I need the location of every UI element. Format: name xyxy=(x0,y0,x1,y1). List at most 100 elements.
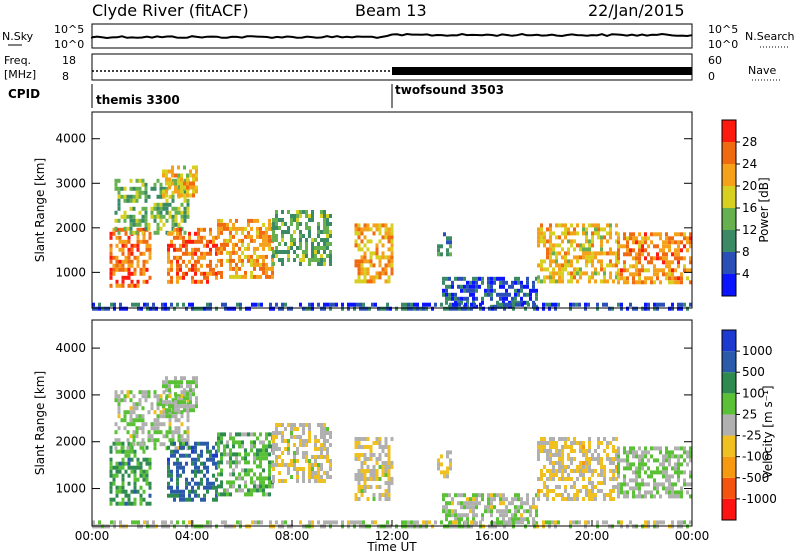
velocity-cell xyxy=(311,455,314,459)
velocity-cell xyxy=(573,493,576,497)
power-cell xyxy=(215,251,218,256)
velocity-cell xyxy=(387,457,391,461)
velocity-cell xyxy=(167,469,170,474)
velocity-cell xyxy=(514,513,517,518)
power-region xyxy=(109,227,152,288)
power-cell xyxy=(384,231,388,236)
power-cell xyxy=(582,247,585,252)
nsky-frame xyxy=(91,23,693,49)
velocity-cell xyxy=(113,520,116,525)
velocity-cell xyxy=(683,470,686,475)
velocity-cell xyxy=(162,390,166,395)
power-cell xyxy=(632,236,635,241)
power-cell xyxy=(665,236,668,241)
velocity-cell xyxy=(323,479,326,483)
freq-unit: [MHz] xyxy=(4,68,36,81)
velocity-cell xyxy=(145,469,149,474)
velocity-cell xyxy=(281,435,284,439)
power-cell xyxy=(572,302,575,307)
power-cell xyxy=(499,304,502,309)
power-cell xyxy=(378,275,382,280)
power-cell xyxy=(323,302,326,307)
power-cell xyxy=(381,243,385,248)
velocity-cell xyxy=(561,469,564,473)
power-cell xyxy=(632,306,635,311)
power-cell xyxy=(209,247,212,252)
velocity-cell xyxy=(549,445,552,449)
power-cell xyxy=(194,267,197,272)
velocity-cell xyxy=(281,431,284,435)
velocity-cell xyxy=(446,470,449,475)
velocity-cell xyxy=(164,520,167,525)
velocity-cell xyxy=(515,520,518,525)
power-cell xyxy=(647,268,650,273)
power-cell xyxy=(229,230,232,235)
power-cell xyxy=(177,206,181,211)
power-cell xyxy=(668,236,671,241)
velocity-cell xyxy=(497,520,500,525)
power-cell xyxy=(176,302,179,307)
velocity-cell xyxy=(167,481,170,486)
velocity-cell xyxy=(127,461,131,466)
power-cell xyxy=(623,252,626,257)
velocity-cell xyxy=(284,427,287,431)
power-cell xyxy=(120,194,124,199)
velocity-cell xyxy=(620,490,623,495)
power-cell xyxy=(546,275,549,280)
power-cell xyxy=(226,238,229,243)
power-cell xyxy=(410,306,413,311)
velocity-cell xyxy=(390,465,394,469)
velocity-cell xyxy=(357,445,361,449)
power-cell xyxy=(537,227,540,232)
power-cell xyxy=(168,214,172,219)
power-cell xyxy=(369,227,373,232)
power-cell xyxy=(384,255,388,260)
velocity-cell xyxy=(585,457,588,461)
velocity-cell xyxy=(239,520,242,525)
velocity-cell xyxy=(549,441,552,445)
power-cell xyxy=(265,254,268,259)
velocity-cell xyxy=(323,471,326,475)
power-cell xyxy=(127,275,131,280)
velocity-cell xyxy=(114,446,118,451)
velocity-cell xyxy=(591,481,594,485)
power-cell xyxy=(457,276,460,281)
velocity-cell xyxy=(609,489,612,493)
power-cell xyxy=(515,302,518,307)
power-cell xyxy=(514,296,517,301)
velocity-cell xyxy=(511,501,514,506)
velocity-cell xyxy=(232,444,235,449)
velocity-cell xyxy=(253,460,256,465)
velocity-cell xyxy=(115,465,119,470)
velocity-cell xyxy=(540,477,543,481)
power-cell xyxy=(390,227,394,232)
power-cell xyxy=(567,259,570,264)
x-tick-label: 00:00 xyxy=(675,529,710,543)
velocity-cell xyxy=(532,497,535,502)
velocity-cell xyxy=(449,458,452,463)
power-cell xyxy=(597,259,600,264)
velocity-cell xyxy=(478,501,481,506)
velocity-cell xyxy=(148,493,152,498)
velocity-cell xyxy=(253,440,256,445)
power-cell xyxy=(650,276,653,281)
power-cell xyxy=(641,306,644,311)
power-cell xyxy=(281,218,284,222)
power-cell xyxy=(683,268,686,273)
power-cell xyxy=(677,264,680,269)
velocity-cell xyxy=(472,505,475,510)
power-cell xyxy=(254,302,257,307)
power-cell xyxy=(535,296,538,301)
velocity-cell xyxy=(162,414,166,419)
velocity-cell xyxy=(229,452,232,457)
velocity-cell xyxy=(247,488,250,493)
power-cell xyxy=(229,254,232,259)
power-cell xyxy=(182,275,185,280)
velocity-cell xyxy=(567,477,570,481)
velocity-cell xyxy=(244,452,247,457)
velocity-cell xyxy=(212,461,215,466)
power-cell xyxy=(549,255,552,260)
velocity-cell xyxy=(588,457,591,461)
power-cell xyxy=(180,173,183,178)
power-cell xyxy=(416,306,419,311)
